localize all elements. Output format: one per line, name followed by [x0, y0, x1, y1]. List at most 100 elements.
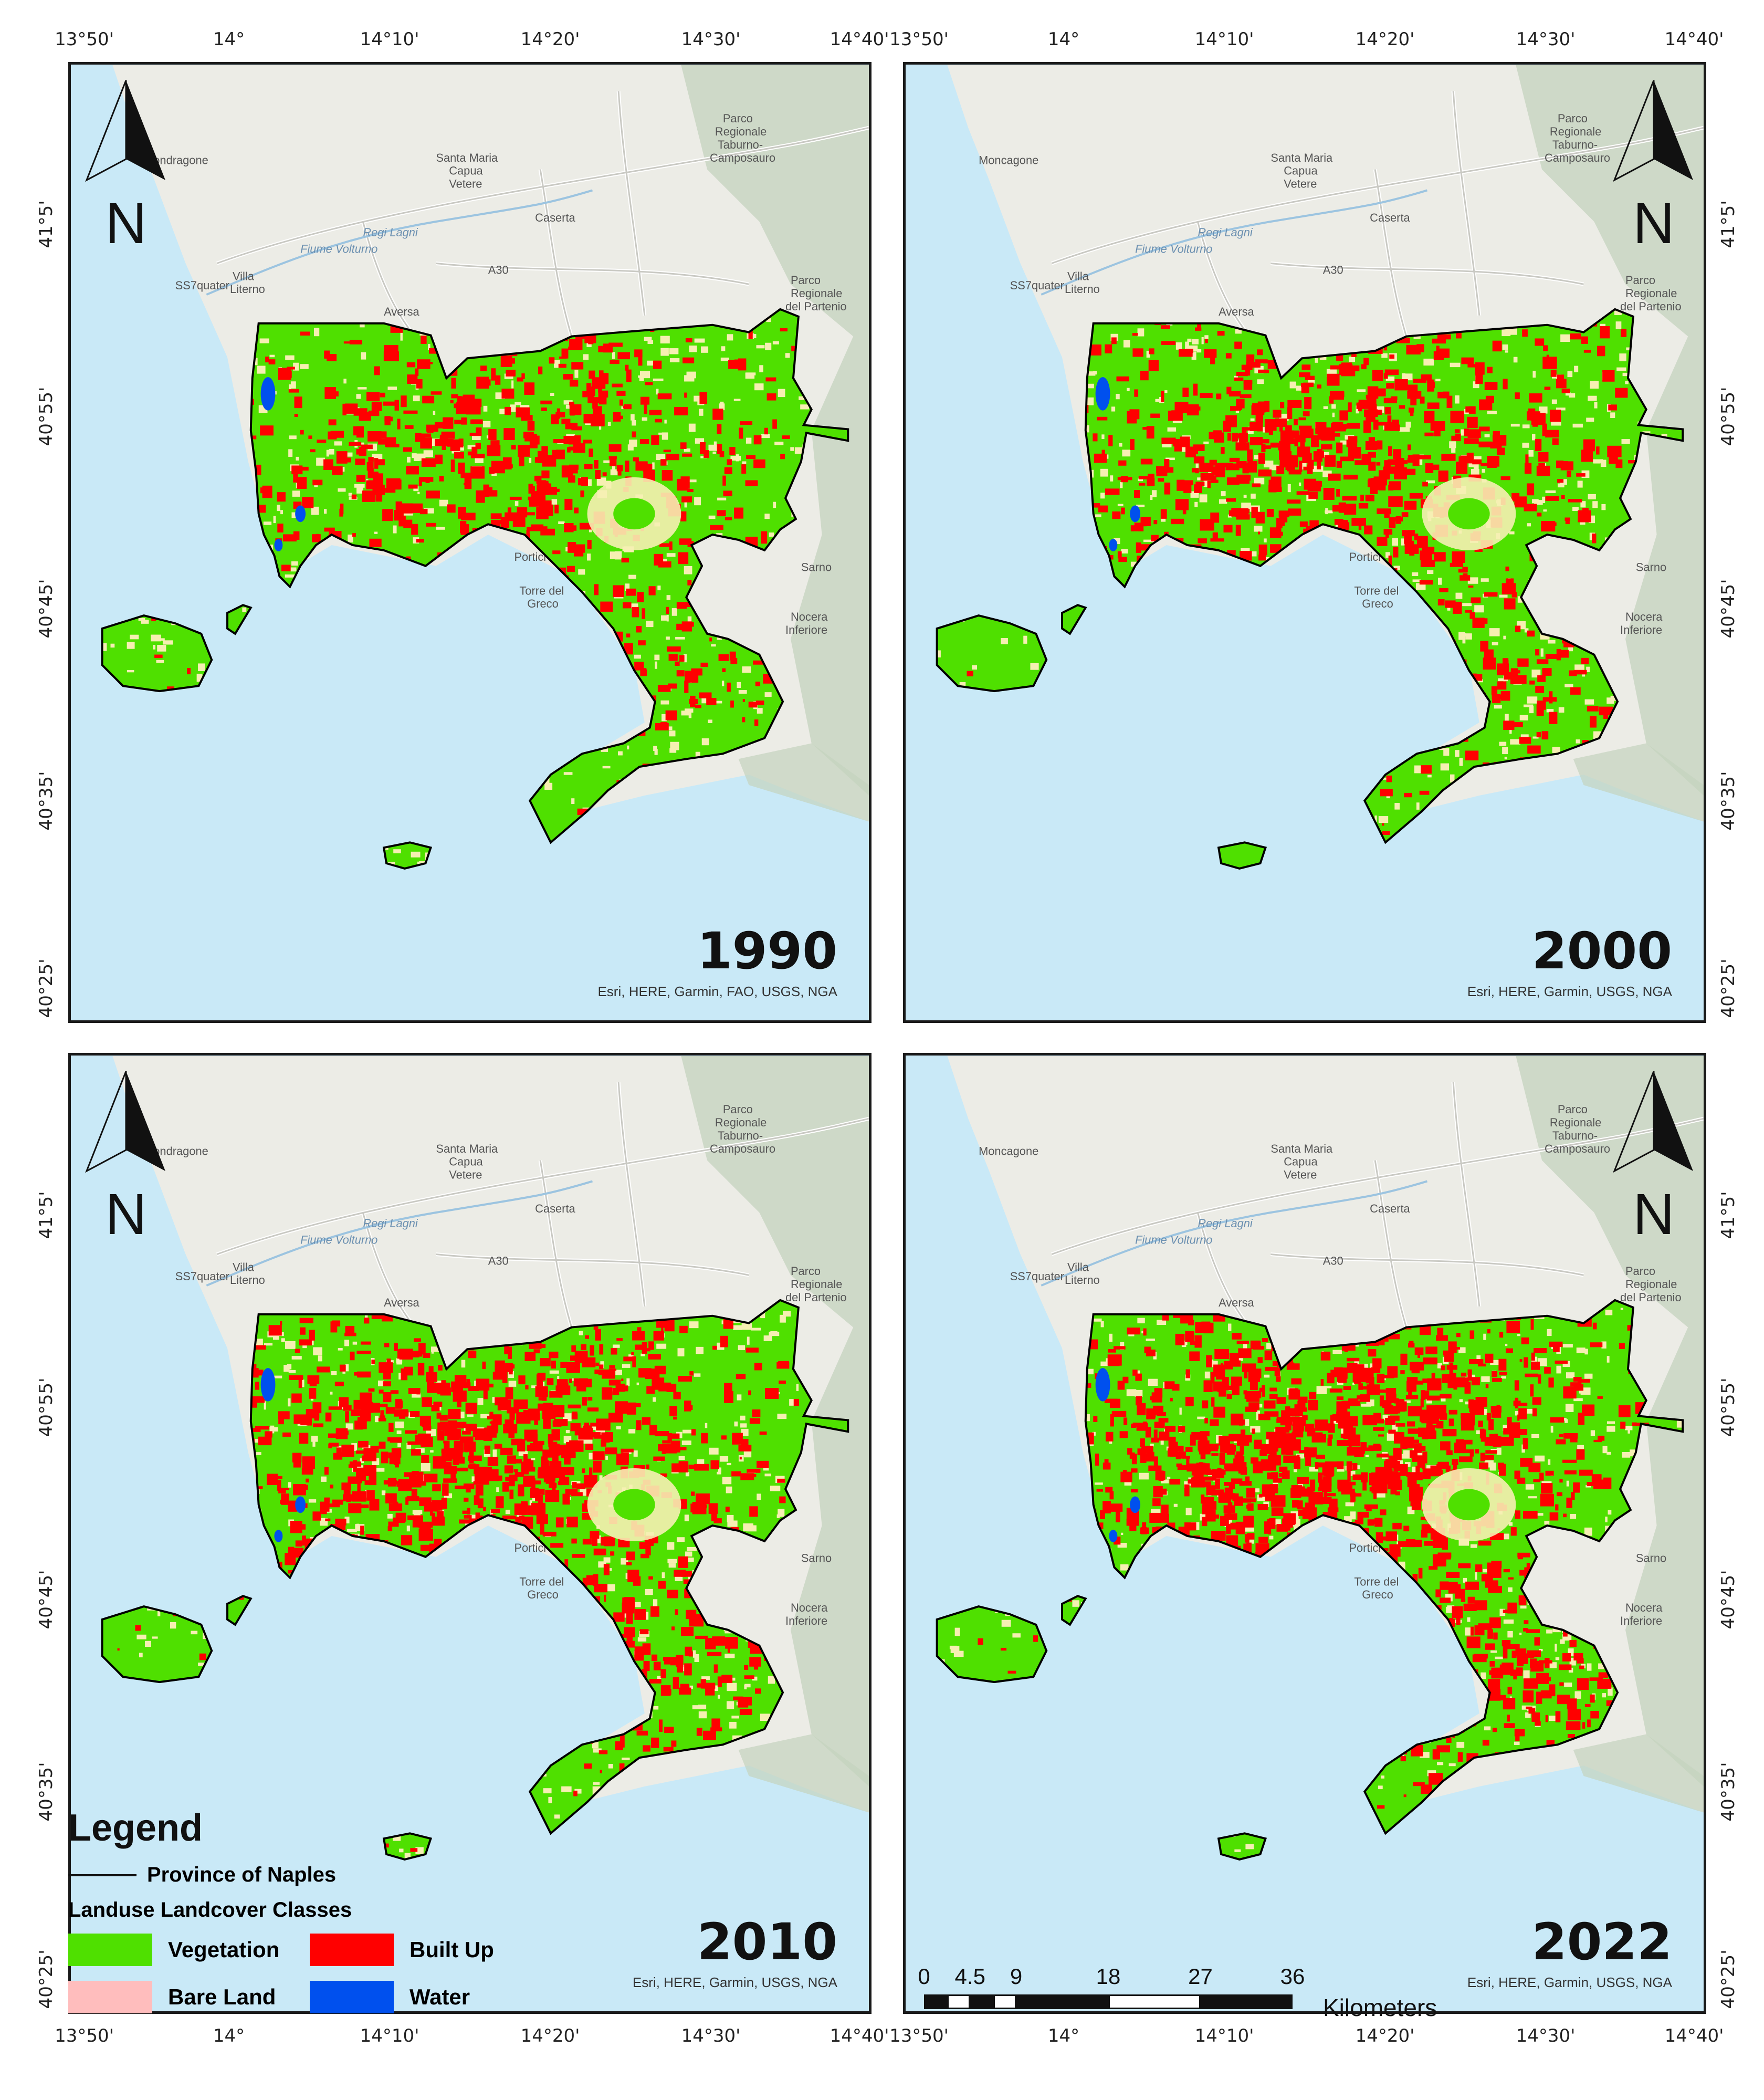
class-built-up [1209, 459, 1217, 466]
class-built-up [608, 444, 622, 452]
place-label: Vetere [449, 1168, 482, 1181]
class-built-up [1420, 550, 1432, 560]
class-bare-land [694, 1654, 699, 1662]
class-built-up [482, 1361, 486, 1370]
class-bare-land [1323, 406, 1328, 409]
class-built-up [568, 475, 575, 483]
map-year: 2000 [1531, 922, 1672, 980]
class-built-up [1235, 525, 1241, 536]
class-built-up [1304, 478, 1317, 490]
class-bare-land [717, 636, 722, 640]
class-built-up [411, 524, 418, 535]
class-built-up [1377, 508, 1391, 515]
class-built-up [533, 1440, 544, 1445]
class-bare-land [472, 435, 481, 440]
class-bare-land [272, 1334, 279, 1340]
class-built-up [429, 348, 437, 354]
class-built-up [583, 440, 592, 444]
class-built-up [1307, 464, 1313, 474]
class-built-up [1112, 511, 1121, 519]
class-built-up [1225, 353, 1232, 359]
class-bare-land [653, 1397, 656, 1402]
class-built-up [1151, 535, 1159, 541]
class-built-up [505, 406, 511, 415]
class-bare-land [598, 1561, 606, 1568]
class-built-up [526, 530, 530, 537]
class-bare-land [701, 696, 708, 704]
class-bare-land [311, 506, 319, 515]
class-built-up [1295, 435, 1306, 443]
class-built-up [588, 340, 594, 344]
class-bare-land [281, 1338, 285, 1342]
province-boundary [936, 614, 1048, 693]
place-label: Vetere [1284, 177, 1317, 190]
class-built-up [601, 1439, 606, 1447]
class-bare-land [685, 1551, 692, 1557]
class-built-up [1576, 473, 1586, 477]
class-bare-land [152, 1636, 158, 1639]
class-built-up [1416, 536, 1428, 548]
class-built-up [666, 607, 669, 614]
class-built-up [474, 1495, 480, 1506]
class-built-up [310, 449, 316, 453]
class-built-up [460, 521, 467, 534]
class-built-up [592, 400, 598, 409]
class-built-up [268, 359, 276, 364]
class-built-up [1393, 467, 1407, 479]
class-built-up [1451, 435, 1460, 441]
class-built-up [1509, 722, 1523, 727]
class-built-up [644, 401, 647, 414]
class-built-up [503, 428, 515, 441]
class-built-up [1567, 471, 1571, 477]
class-bare-land [270, 1425, 275, 1434]
class-bare-land [259, 338, 269, 343]
class-built-up [351, 494, 357, 499]
class-built-up [658, 561, 671, 568]
class-bare-land [754, 383, 764, 391]
class-bare-land [1505, 350, 1508, 353]
class-bare-land [396, 1358, 403, 1363]
class-bare-land [684, 500, 687, 508]
class-built-up [619, 1763, 625, 1775]
class-built-up [1589, 716, 1597, 728]
class-built-up [1578, 510, 1591, 523]
class-bare-land [1030, 663, 1039, 670]
class-built-up [1421, 765, 1432, 774]
class-built-up [655, 419, 662, 423]
class-built-up [1365, 441, 1378, 450]
class-bare-land [274, 1375, 282, 1378]
class-bare-land [617, 751, 623, 756]
place-label: Santa Maria [1270, 151, 1333, 164]
class-bare-land [627, 745, 629, 750]
class-built-up [1537, 513, 1542, 517]
class-bare-land [284, 1365, 290, 1372]
class-bare-land [1462, 603, 1472, 607]
class-built-up [568, 1404, 581, 1409]
class-built-up [581, 477, 589, 486]
province-boundary [382, 841, 433, 870]
class-built-up [471, 446, 478, 456]
class-bare-land [727, 1462, 731, 1466]
class-built-up [595, 1329, 601, 1341]
class-built-up [294, 396, 302, 409]
class-built-up [1464, 438, 1479, 444]
class-built-up [1161, 341, 1176, 346]
class-built-up [487, 445, 501, 456]
class-bare-land [400, 332, 403, 341]
class-bare-land [1416, 583, 1426, 590]
class-built-up [1445, 600, 1456, 608]
place-label: Moncagone [979, 154, 1038, 167]
class-built-up [690, 621, 694, 627]
class-built-up [638, 640, 646, 646]
class-built-up [681, 621, 692, 632]
class-bare-land [724, 1654, 735, 1658]
class-bare-land [654, 749, 658, 755]
class-built-up [415, 368, 419, 376]
class-built-up [564, 1559, 569, 1568]
class-built-up [1229, 457, 1240, 463]
class-built-up [1401, 512, 1409, 517]
class-built-up [1215, 479, 1219, 483]
class-bare-land [1546, 709, 1554, 713]
class-built-up [1299, 372, 1310, 378]
class-built-up [470, 419, 477, 424]
